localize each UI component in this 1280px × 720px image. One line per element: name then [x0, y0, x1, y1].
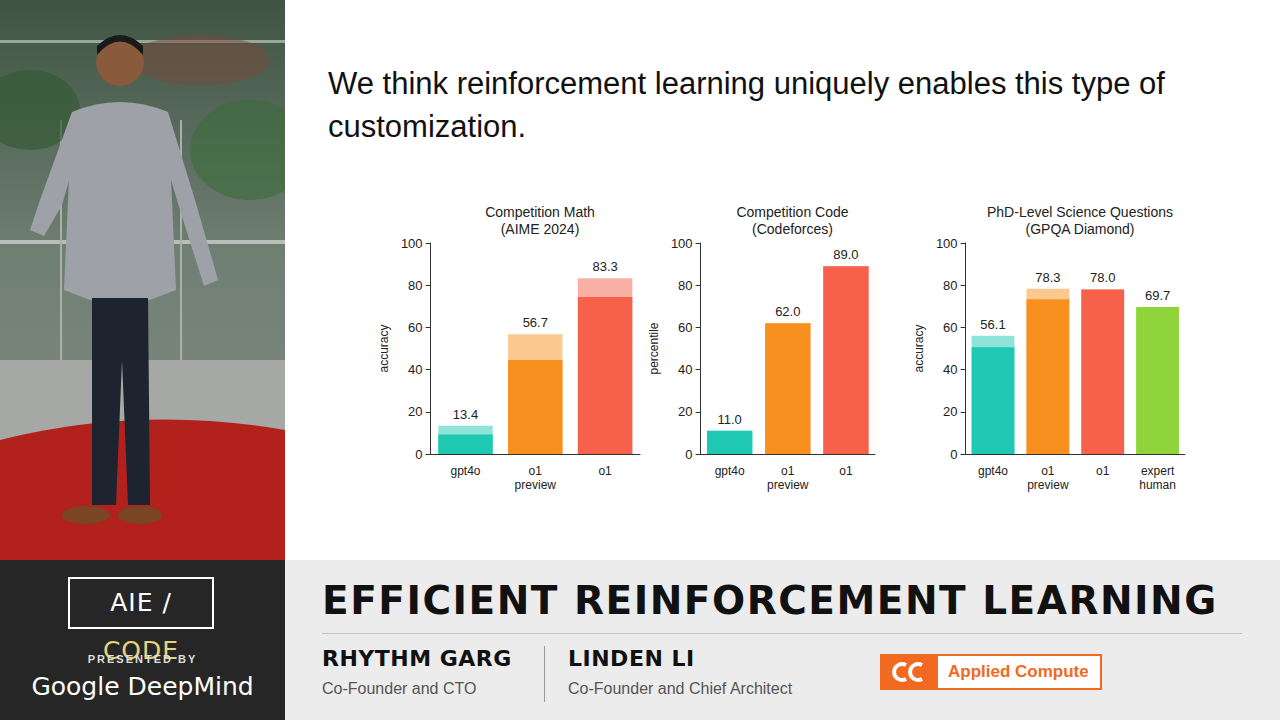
svg-text:Competition Math: Competition Math	[485, 204, 595, 220]
html-text:Applied Compute: Applied Compute	[948, 662, 1089, 681]
svg-text:gpt4o: gpt4o	[450, 464, 480, 478]
svg-text:o1: o1	[781, 464, 795, 478]
html-text:LINDEN LI: LINDEN LI	[568, 646, 695, 671]
svg-text:11.0: 11.0	[717, 412, 741, 427]
svg-text:o1: o1	[1041, 464, 1055, 478]
svg-text:o1: o1	[1096, 464, 1110, 478]
svg-text:0: 0	[950, 447, 957, 462]
html-text:We think reinforcement learnin: We think reinforcement learning uniquely…	[328, 66, 1165, 144]
svg-text:20: 20	[678, 404, 692, 419]
svg-text:40: 40	[408, 362, 422, 377]
svg-text:human: human	[1139, 478, 1176, 492]
html-text:Google DeepMind: Google DeepMind	[31, 672, 254, 701]
html-text:AIE /: AIE /	[110, 588, 172, 617]
svg-text:expert: expert	[1141, 464, 1175, 478]
svg-text:(AIME 2024): (AIME 2024)	[501, 221, 580, 237]
svg-text:60: 60	[408, 320, 422, 335]
svg-text:preview: preview	[767, 478, 809, 492]
svg-text:gpt4o: gpt4o	[978, 464, 1008, 478]
svg-text:60: 60	[678, 320, 692, 335]
svg-text:89.0: 89.0	[833, 247, 858, 262]
svg-text:100: 100	[671, 236, 693, 251]
svg-text:accuracy: accuracy	[912, 324, 926, 372]
svg-text:69.7: 69.7	[1145, 288, 1170, 303]
svg-text:80: 80	[408, 278, 422, 293]
svg-text:83.3: 83.3	[592, 259, 617, 274]
svg-text:accuracy: accuracy	[377, 324, 391, 372]
svg-text:percentile: percentile	[647, 322, 661, 374]
html-text:EFFICIENT REINFORCEMENT LEARNI: EFFICIENT REINFORCEMENT LEARNING	[322, 578, 1218, 623]
svg-text:13.4: 13.4	[453, 407, 478, 422]
html-text:Co-Founder and CTO: Co-Founder and CTO	[322, 680, 477, 697]
svg-text:60: 60	[943, 320, 957, 335]
svg-text:PhD-Level Science Questions: PhD-Level Science Questions	[987, 204, 1173, 220]
svg-text:40: 40	[678, 362, 692, 377]
svg-text:0: 0	[685, 447, 692, 462]
svg-text:100: 100	[936, 236, 958, 251]
svg-text:40: 40	[943, 362, 957, 377]
svg-text:0: 0	[415, 447, 422, 462]
html-text:Co-Founder and Chief Architect: Co-Founder and Chief Architect	[568, 680, 793, 697]
svg-text:preview: preview	[515, 478, 557, 492]
svg-text:80: 80	[678, 278, 692, 293]
html-text:PRESENTED BY: PRESENTED BY	[87, 653, 198, 665]
svg-text:Competition Code: Competition Code	[736, 204, 848, 220]
svg-text:(Codeforces): (Codeforces)	[752, 221, 833, 237]
html-text:RHYTHM GARG: RHYTHM GARG	[322, 646, 512, 671]
svg-text:preview: preview	[1027, 478, 1069, 492]
svg-text:o1: o1	[839, 464, 853, 478]
svg-text:o1: o1	[598, 464, 612, 478]
svg-text:(GPQA Diamond): (GPQA Diamond)	[1026, 221, 1135, 237]
svg-text:20: 20	[408, 404, 422, 419]
svg-text:gpt4o: gpt4o	[715, 464, 745, 478]
svg-text:78.0: 78.0	[1090, 270, 1115, 285]
svg-text:80: 80	[943, 278, 957, 293]
svg-text:100: 100	[401, 236, 423, 251]
svg-text:62.0: 62.0	[775, 304, 800, 319]
svg-text:o1: o1	[529, 464, 543, 478]
svg-text:56.7: 56.7	[523, 315, 548, 330]
html-text:CODE: CODE	[102, 636, 180, 665]
svg-text:78.3: 78.3	[1035, 270, 1060, 285]
svg-text:20: 20	[943, 404, 957, 419]
svg-text:56.1: 56.1	[980, 317, 1005, 332]
